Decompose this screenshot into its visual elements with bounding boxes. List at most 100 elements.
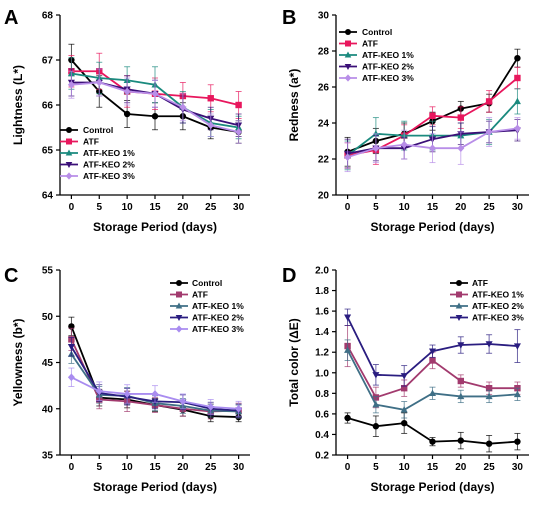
data-point xyxy=(372,130,380,137)
legend-marker xyxy=(175,314,183,321)
y-tick-label: 2.0 xyxy=(315,266,329,277)
data-point xyxy=(372,423,380,430)
legend-marker xyxy=(455,302,463,309)
x-tick-label: 5 xyxy=(373,462,379,473)
legend-marker xyxy=(175,302,183,309)
data-point xyxy=(344,346,352,353)
legend-marker xyxy=(176,280,182,286)
y-tick-label: 1.8 xyxy=(315,286,329,297)
data-point xyxy=(235,128,243,136)
x-tick-label: 15 xyxy=(427,462,439,473)
data-point xyxy=(400,373,408,380)
y-axis-label: Yellowness (b*) xyxy=(11,318,25,406)
data-point xyxy=(151,390,159,398)
y-tick-label: 28 xyxy=(318,47,330,58)
legend-marker xyxy=(65,172,73,180)
data-point xyxy=(485,384,493,392)
data-point xyxy=(344,414,351,422)
data-point xyxy=(207,403,215,411)
data-point xyxy=(485,392,493,400)
y-tick-label: 67 xyxy=(42,56,54,67)
x-tick-label: 10 xyxy=(399,202,411,213)
x-tick-label: 5 xyxy=(373,202,379,213)
x-tick-label: 15 xyxy=(149,462,161,473)
y-tick-label: 55 xyxy=(42,266,54,277)
y-tick-label: 1.2 xyxy=(315,348,329,359)
data-point xyxy=(151,113,159,120)
legend-label: ATF xyxy=(192,290,208,300)
data-point xyxy=(514,55,521,62)
x-tick-label: 25 xyxy=(205,202,217,213)
data-point xyxy=(457,114,465,121)
data-point xyxy=(513,390,521,398)
data-point xyxy=(457,437,465,444)
y-tick-label: 45 xyxy=(42,358,54,369)
x-tick-label: 30 xyxy=(233,462,245,473)
legend: ATF ATF-KEO 1%ATF-KEO 2% ATF-KEO 3% xyxy=(450,278,524,323)
data-point xyxy=(123,390,131,398)
x-tick-label: 5 xyxy=(96,202,102,213)
legend-label: Control xyxy=(192,278,222,288)
legend-marker xyxy=(65,149,73,156)
y-tick-label: 1.6 xyxy=(315,307,329,318)
series-3 xyxy=(344,308,521,387)
legend-label: ATF xyxy=(472,278,488,288)
data-point xyxy=(67,373,75,382)
y-tick-label: 35 xyxy=(42,451,54,462)
legend-label: ATF-KEO 2% xyxy=(472,301,524,311)
data-point xyxy=(457,377,465,385)
legend-label: ATF-KEO 3% xyxy=(362,73,414,83)
panel-c: C 35 40 45 50 55 0 5 10 15 20 25 30 Storage Period (d… xyxy=(4,265,250,494)
x-tick-label: 30 xyxy=(233,202,245,213)
data-point xyxy=(513,97,521,105)
x-tick-label: 30 xyxy=(512,462,524,473)
series-4 xyxy=(67,68,243,144)
legend-label: Control xyxy=(362,27,392,37)
legend-label: ATF xyxy=(362,39,378,49)
y-tick-label: 0.8 xyxy=(315,389,329,400)
data-point xyxy=(428,389,437,397)
legend-label: ATF-KEO 1% xyxy=(192,301,244,311)
data-point xyxy=(429,357,436,364)
panel-b: B 20 22 24 26 28 30 0 5 10 15 20 25 30 Storage Period … xyxy=(282,7,529,234)
data-point xyxy=(485,440,493,447)
legend-label: ATF-KEO 1% xyxy=(362,50,414,60)
data-point xyxy=(123,110,131,118)
x-tick-label: 0 xyxy=(69,202,75,213)
data-point xyxy=(429,112,436,119)
data-point xyxy=(123,87,131,96)
data-point xyxy=(457,392,465,400)
series-4 xyxy=(344,117,521,173)
legend-label: ATF-KEO 3% xyxy=(472,313,524,323)
data-point xyxy=(179,103,187,112)
x-tick-label: 0 xyxy=(69,462,75,473)
data-point xyxy=(513,343,521,350)
y-tick-label: 65 xyxy=(42,146,54,157)
panel-a: A 64 65 66 67 68 0 5 10 15 20 25 30 Storage Period (d… xyxy=(4,7,250,234)
data-point xyxy=(457,342,465,349)
legend-label: ATF xyxy=(83,137,99,147)
x-tick-label: 25 xyxy=(484,462,496,473)
legend-marker xyxy=(455,314,463,321)
x-tick-label: 5 xyxy=(96,462,102,473)
y-axis-label: Lightness (L*) xyxy=(11,65,25,145)
y-axis-label: Total color (ΔE) xyxy=(287,318,301,406)
data-point xyxy=(235,101,242,109)
x-tick-label: 30 xyxy=(512,202,524,213)
y-tick-label: 26 xyxy=(318,83,330,94)
data-point xyxy=(207,95,214,102)
data-point xyxy=(400,419,408,427)
data-point xyxy=(95,78,103,87)
y-tick-label: 20 xyxy=(318,191,330,202)
legend-marker xyxy=(175,325,183,333)
legend-marker xyxy=(456,280,462,286)
data-point xyxy=(428,348,437,355)
data-point xyxy=(344,314,352,321)
panel-letter: B xyxy=(282,7,296,29)
data-point xyxy=(429,438,436,445)
x-axis-label: Storage Period (days) xyxy=(93,480,217,494)
x-tick-label: 15 xyxy=(427,202,439,213)
